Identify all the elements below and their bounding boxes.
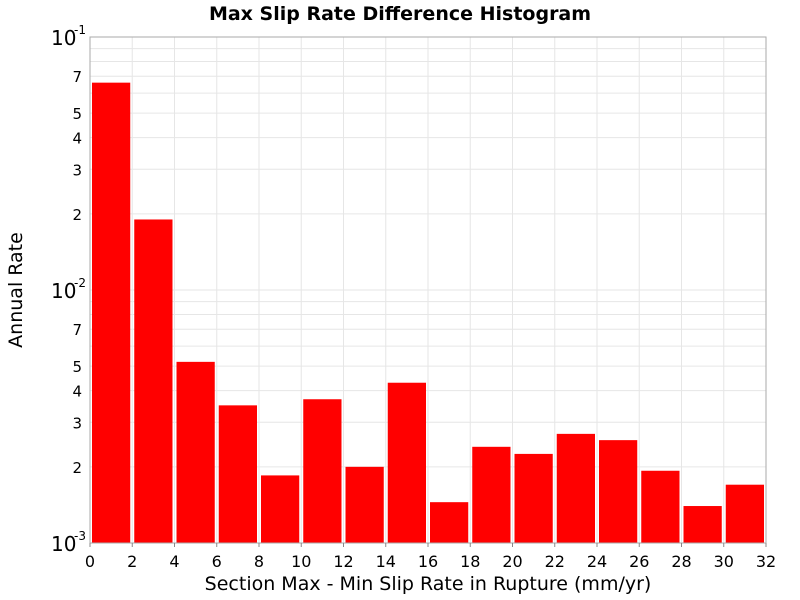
y-minor-tick-label: 5 bbox=[72, 358, 82, 376]
bar bbox=[218, 405, 257, 543]
x-tick-label: 22 bbox=[545, 552, 565, 571]
x-axis-ticks: 0 2 4 6 8 10 12 14 16 18 20 22 24 26 28 30 32 bbox=[85, 543, 776, 571]
bar bbox=[683, 506, 722, 543]
bar bbox=[472, 446, 511, 543]
bar bbox=[599, 440, 638, 543]
bar bbox=[345, 466, 384, 543]
bar bbox=[303, 399, 342, 543]
y-decade-tick-label: 10 bbox=[51, 532, 76, 556]
bar bbox=[92, 82, 131, 543]
x-tick-label: 16 bbox=[418, 552, 438, 571]
chart-title: Max Slip Rate Difference Histogram bbox=[209, 3, 591, 25]
y-minor-tick-label: 5 bbox=[72, 105, 82, 123]
y-minor-tick-label: 7 bbox=[72, 68, 82, 86]
bar bbox=[514, 453, 553, 543]
bar bbox=[641, 470, 680, 543]
y-decade-tick-exponent: -2 bbox=[74, 276, 86, 290]
y-decade-tick-exponent: -3 bbox=[74, 529, 86, 543]
x-tick-label: 30 bbox=[714, 552, 734, 571]
x-tick-label: 26 bbox=[629, 552, 649, 571]
x-tick-label: 28 bbox=[671, 552, 691, 571]
x-tick-label: 12 bbox=[333, 552, 353, 571]
bar bbox=[134, 219, 173, 543]
x-tick-label: 8 bbox=[254, 552, 264, 571]
x-tick-label: 14 bbox=[376, 552, 396, 571]
y-minor-tick-label: 3 bbox=[72, 414, 82, 432]
bar bbox=[430, 502, 469, 543]
y-minor-tick-label: 7 bbox=[72, 321, 82, 339]
y-minor-tick-label: 4 bbox=[72, 130, 82, 148]
x-tick-label: 18 bbox=[460, 552, 480, 571]
y-decade-tick-label: 10 bbox=[51, 279, 76, 303]
x-tick-label: 0 bbox=[85, 552, 95, 571]
y-minor-tick-label: 2 bbox=[72, 206, 82, 224]
bars bbox=[92, 82, 764, 543]
y-minor-tick-label: 3 bbox=[72, 161, 82, 179]
bar bbox=[725, 484, 764, 543]
x-tick-label: 6 bbox=[212, 552, 222, 571]
bar bbox=[176, 361, 215, 543]
y-axis-label: Annual Rate bbox=[5, 232, 27, 348]
x-tick-label: 24 bbox=[587, 552, 607, 571]
bar bbox=[556, 433, 595, 543]
bar bbox=[387, 382, 426, 543]
x-tick-label: 20 bbox=[502, 552, 522, 571]
y-minor-tick-label: 2 bbox=[72, 459, 82, 477]
x-tick-label: 2 bbox=[127, 552, 137, 571]
y-decade-tick-label: 10 bbox=[51, 26, 76, 50]
x-tick-label: 10 bbox=[291, 552, 311, 571]
x-axis-label: Section Max - Min Slip Rate in Rupture (… bbox=[205, 573, 652, 595]
y-minor-tick-label: 4 bbox=[72, 383, 82, 401]
x-tick-label: 4 bbox=[169, 552, 179, 571]
bar bbox=[261, 475, 300, 543]
y-decade-tick-exponent: -1 bbox=[74, 23, 86, 37]
x-tick-label: 32 bbox=[756, 552, 776, 571]
